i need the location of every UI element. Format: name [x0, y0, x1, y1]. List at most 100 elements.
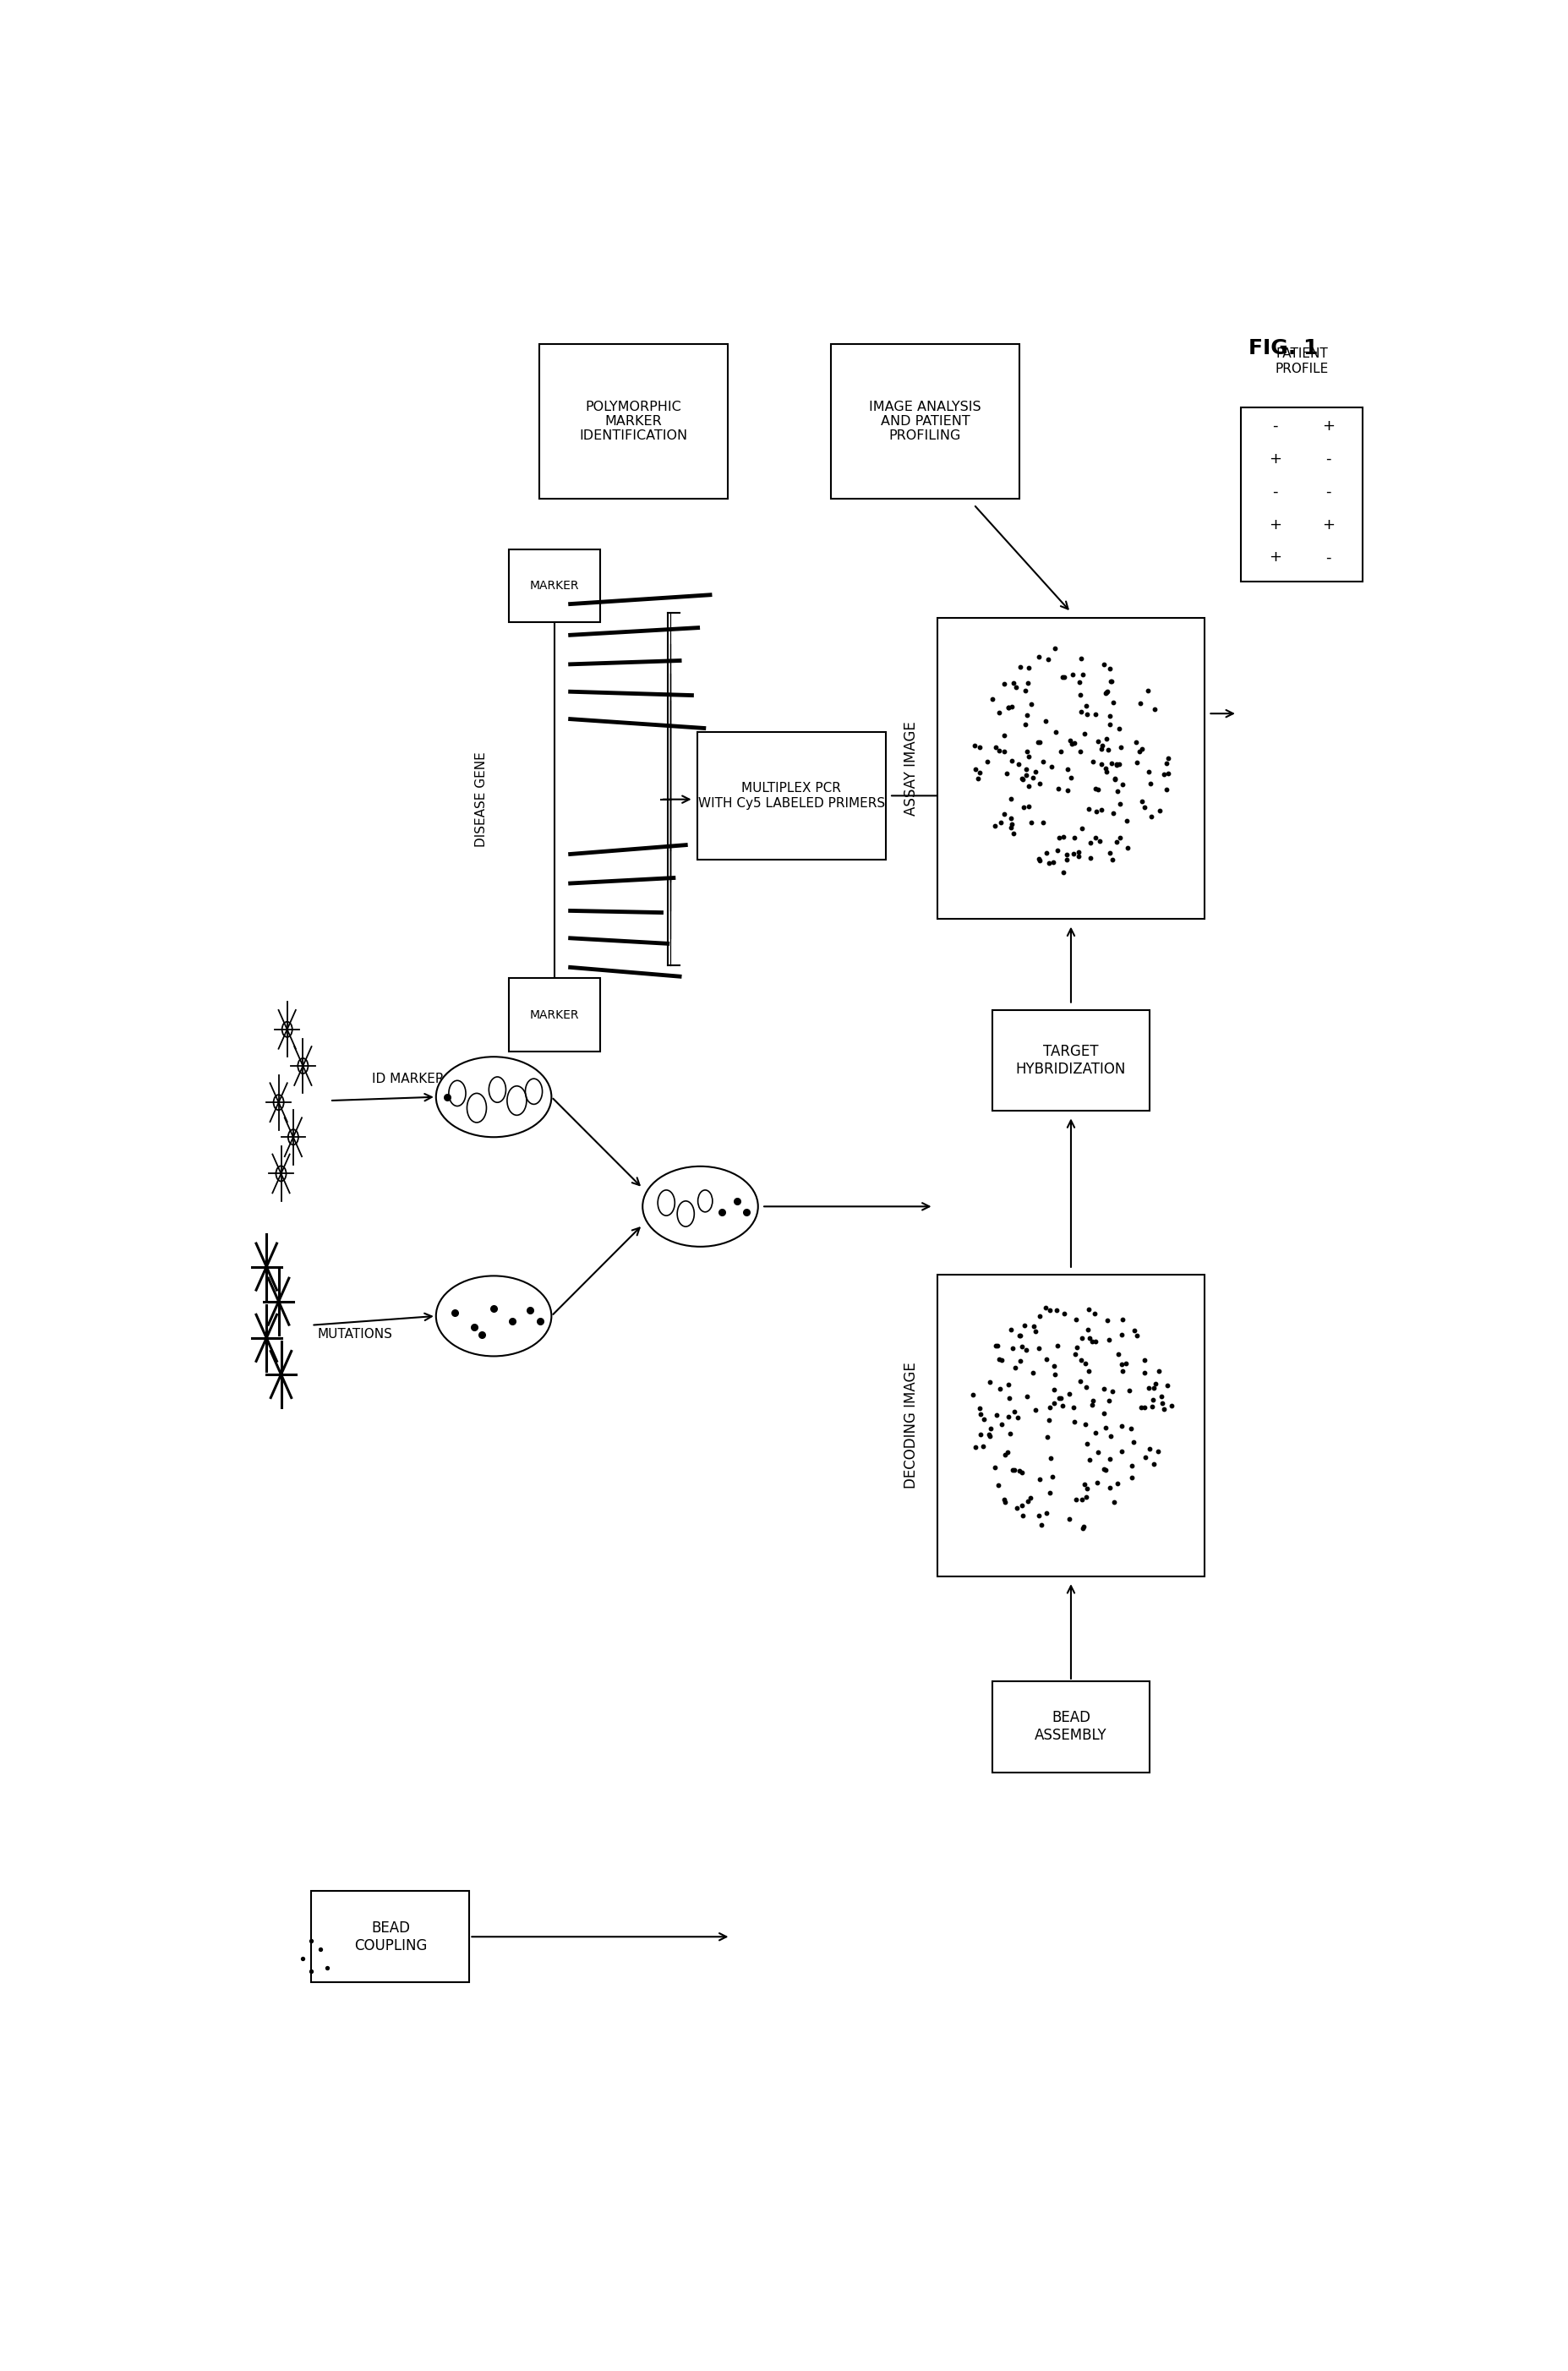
- FancyBboxPatch shape: [510, 550, 601, 621]
- Text: +: +: [1269, 550, 1281, 564]
- Point: [1046, 1380, 1071, 1418]
- Point: [1027, 1330, 1052, 1368]
- Text: -: -: [1327, 484, 1331, 500]
- Point: [999, 1311, 1024, 1349]
- Point: [1102, 761, 1127, 799]
- Text: BEAD
COUPLING: BEAD COUPLING: [354, 1921, 426, 1954]
- Point: [315, 1949, 340, 1987]
- Point: [1137, 752, 1162, 790]
- Point: [1007, 1451, 1032, 1489]
- Point: [1132, 1439, 1157, 1477]
- Point: [1018, 1480, 1043, 1517]
- Text: -: -: [1327, 450, 1331, 467]
- Point: [1080, 1387, 1105, 1425]
- Point: [1033, 1494, 1058, 1532]
- Point: [734, 1193, 759, 1231]
- Point: [1027, 723, 1052, 761]
- Point: [1140, 1380, 1165, 1418]
- Point: [1116, 1373, 1142, 1411]
- Point: [1000, 813, 1025, 851]
- Point: [1071, 1508, 1096, 1546]
- Point: [1121, 1311, 1146, 1349]
- Point: [1142, 1368, 1167, 1406]
- Point: [1143, 690, 1168, 728]
- Point: [1105, 1335, 1131, 1373]
- Point: [1057, 1375, 1082, 1413]
- Point: [1008, 647, 1033, 685]
- Point: [1051, 657, 1076, 695]
- Point: [994, 1432, 1019, 1470]
- Point: [1069, 692, 1094, 730]
- Point: [1156, 740, 1181, 778]
- Text: +: +: [1322, 517, 1334, 531]
- Text: POLYMORPHIC
MARKER
IDENTIFICATION: POLYMORPHIC MARKER IDENTIFICATION: [579, 401, 688, 443]
- Point: [1088, 792, 1113, 830]
- Point: [1018, 685, 1043, 723]
- Point: [1011, 1306, 1036, 1344]
- Point: [1132, 1354, 1157, 1392]
- Point: [1038, 1389, 1063, 1427]
- Point: [999, 688, 1024, 726]
- Point: [1058, 721, 1083, 759]
- Point: [1076, 1290, 1101, 1328]
- Point: [966, 759, 991, 797]
- Point: [1090, 730, 1115, 768]
- Text: +: +: [1269, 517, 1281, 531]
- Point: [469, 1316, 494, 1354]
- Point: [1120, 1446, 1145, 1484]
- Point: [1051, 1295, 1076, 1333]
- Point: [1060, 726, 1085, 763]
- Point: [1156, 754, 1181, 792]
- Point: [1000, 1451, 1025, 1489]
- Point: [1016, 787, 1041, 825]
- Point: [1098, 650, 1123, 688]
- Point: [1099, 744, 1124, 782]
- Point: [1137, 1368, 1162, 1406]
- Point: [1098, 697, 1123, 735]
- Point: [517, 1292, 543, 1330]
- Point: [1132, 1342, 1157, 1380]
- Point: [1010, 759, 1035, 797]
- Point: [1094, 752, 1120, 790]
- Point: [1014, 733, 1040, 771]
- Text: ASSAY IMAGE: ASSAY IMAGE: [903, 721, 919, 816]
- Point: [1129, 730, 1154, 768]
- Point: [985, 1468, 1010, 1506]
- Point: [1073, 714, 1098, 752]
- Point: [993, 664, 1018, 702]
- Point: [1085, 771, 1110, 809]
- Point: [999, 806, 1024, 844]
- Point: [1002, 1451, 1027, 1489]
- Point: [1030, 804, 1055, 842]
- Point: [963, 749, 988, 787]
- Point: [1044, 1292, 1069, 1330]
- Point: [1010, 1496, 1035, 1534]
- Point: [1010, 761, 1035, 799]
- Point: [999, 809, 1024, 846]
- Point: [1043, 714, 1068, 752]
- Point: [977, 1363, 1002, 1401]
- Point: [1082, 818, 1107, 856]
- FancyBboxPatch shape: [312, 1892, 469, 1982]
- Point: [1115, 801, 1140, 839]
- Point: [1051, 854, 1076, 891]
- Point: [1035, 1418, 1060, 1456]
- Point: [999, 742, 1024, 780]
- Text: +: +: [1322, 417, 1334, 434]
- FancyBboxPatch shape: [539, 344, 728, 498]
- Point: [1051, 818, 1076, 856]
- Point: [1110, 766, 1135, 804]
- Point: [1124, 742, 1149, 780]
- Point: [1118, 1411, 1143, 1449]
- Point: [1044, 1328, 1069, 1366]
- Point: [993, 733, 1018, 771]
- Point: [1036, 1292, 1062, 1330]
- Point: [1080, 1382, 1105, 1420]
- Point: [1105, 1465, 1131, 1503]
- Point: [1083, 768, 1109, 806]
- Point: [1096, 1321, 1121, 1359]
- Point: [977, 1415, 1002, 1453]
- Point: [1073, 1465, 1098, 1503]
- Point: [1066, 664, 1091, 702]
- Point: [988, 804, 1013, 842]
